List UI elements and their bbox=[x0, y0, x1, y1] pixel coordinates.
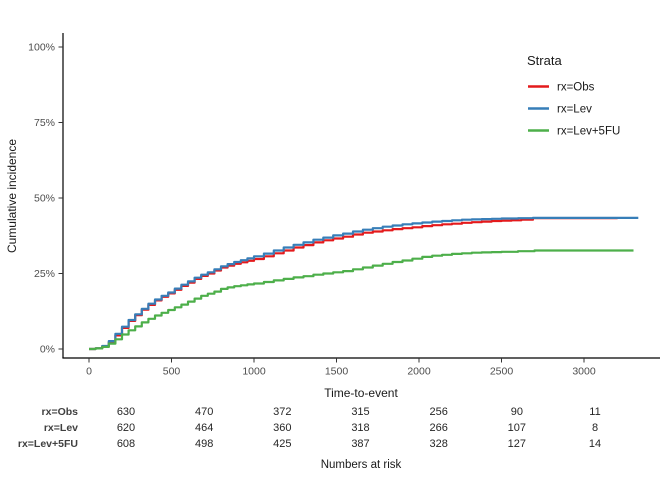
risk-table-rows: rx=Obs 630 470 372 315 256 90 11 rx=Lev 620 464 360… bbox=[18, 406, 601, 450]
y-tick-label: 50% bbox=[34, 193, 55, 205]
plot-panel: 0% 25% 50% 75% 100% 0 500 1000 1500 2000 2500 3000… bbox=[5, 33, 660, 400]
x-tick-label: 500 bbox=[163, 366, 181, 378]
risk-count: 620 bbox=[117, 422, 135, 434]
legend-item-label: rx=Obs bbox=[557, 82, 595, 94]
legend-item-rx-lev-5fu: rx=Lev+5FU bbox=[528, 126, 620, 138]
risk-count: 266 bbox=[429, 422, 447, 434]
risk-count: 608 bbox=[117, 438, 135, 450]
risk-count: 14 bbox=[589, 438, 601, 450]
legend-title: Strata bbox=[527, 53, 562, 68]
x-tick-label: 0 bbox=[86, 366, 92, 378]
x-tick-label: 2500 bbox=[490, 366, 514, 378]
legend-item-label: rx=Lev+5FU bbox=[557, 126, 620, 138]
x-tick-label: 3000 bbox=[572, 366, 596, 378]
risk-count: 498 bbox=[195, 438, 213, 450]
risk-count: 127 bbox=[508, 438, 526, 450]
risk-count: 315 bbox=[351, 406, 369, 418]
curve-rx-lev bbox=[89, 216, 639, 351]
risk-row-label: rx=Lev bbox=[44, 422, 78, 434]
risk-count: 107 bbox=[508, 422, 526, 434]
curve-rx-lev-5fu bbox=[89, 249, 634, 351]
legend-entries: rx=Obs rx=Lev rx=Lev+5FU bbox=[528, 82, 620, 138]
risk-count: 372 bbox=[273, 406, 291, 418]
risk-count: 328 bbox=[429, 438, 447, 450]
risk-count: 425 bbox=[273, 438, 291, 450]
risk-table-title: Numbers at risk bbox=[321, 459, 402, 471]
y-tick-label: 25% bbox=[34, 268, 55, 280]
x-tick-label: 1500 bbox=[325, 366, 349, 378]
risk-count: 630 bbox=[117, 406, 135, 418]
risk-count: 318 bbox=[351, 422, 369, 434]
incidence-curves bbox=[89, 216, 639, 351]
risk-row-label: rx=Lev+5FU bbox=[18, 438, 78, 450]
y-tick-label: 100% bbox=[28, 42, 55, 54]
legend: Strata rx=Obs rx=Lev rx=Lev+5FU bbox=[527, 53, 620, 138]
risk-row-rx-lev: rx=Lev 620 464 360 318 266 107 8 bbox=[44, 422, 598, 434]
risk-count: 360 bbox=[273, 422, 291, 434]
risk-count: 464 bbox=[195, 422, 213, 434]
risk-count: 256 bbox=[429, 406, 447, 418]
x-axis-ticks: 0 500 1000 1500 2000 2500 3000 bbox=[86, 358, 596, 378]
risk-count: 470 bbox=[195, 406, 213, 418]
x-tick-label: 1000 bbox=[242, 366, 266, 378]
risk-row-rx-obs: rx=Obs 630 470 372 315 256 90 11 bbox=[42, 406, 601, 418]
risk-row-rx-lev-5fu: rx=Lev+5FU 608 498 425 387 328 127 14 bbox=[18, 438, 601, 450]
risk-count: 8 bbox=[592, 422, 598, 434]
x-tick-label: 2000 bbox=[407, 366, 431, 378]
risk-table: rx=Obs 630 470 372 315 256 90 11 rx=Lev 620 464 360… bbox=[18, 406, 601, 471]
risk-count: 11 bbox=[589, 406, 600, 418]
risk-count: 387 bbox=[351, 438, 369, 450]
y-tick-label: 0% bbox=[40, 344, 55, 356]
x-axis-title: Time-to-event bbox=[324, 386, 398, 400]
curve-rx-obs bbox=[89, 217, 619, 351]
risk-row-label: rx=Obs bbox=[42, 406, 79, 418]
legend-item-label: rx=Lev bbox=[557, 104, 592, 116]
y-tick-label: 75% bbox=[34, 117, 55, 129]
legend-item-rx-lev: rx=Lev bbox=[528, 104, 592, 116]
y-axis-ticks: 0% 25% 50% 75% 100% bbox=[28, 42, 63, 356]
y-axis-title: Cumulative incidence bbox=[5, 139, 19, 253]
risk-count: 90 bbox=[511, 406, 523, 418]
legend-item-rx-obs: rx=Obs bbox=[528, 82, 595, 94]
